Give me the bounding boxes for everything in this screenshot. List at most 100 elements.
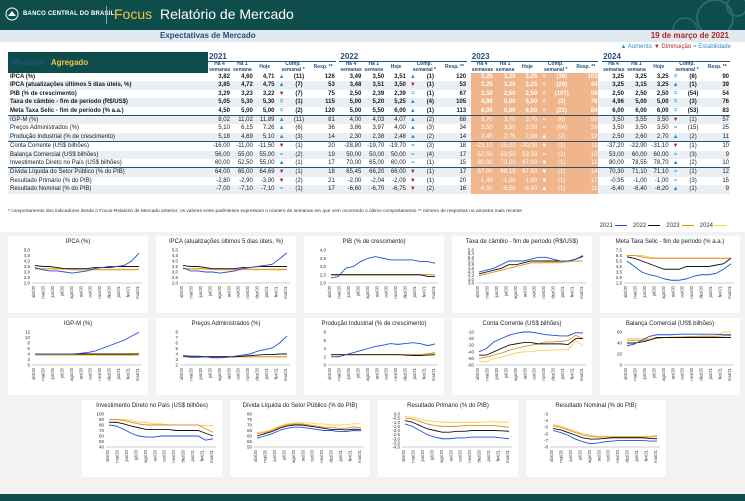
x-tick-label: dez/20 <box>329 449 334 462</box>
column-gap <box>335 115 340 125</box>
x-tick-label: jan/21 <box>708 285 713 298</box>
series-line-2022 <box>256 424 362 437</box>
y-tick-label: -2,5 <box>392 432 400 437</box>
x-tick-label: mar/21 <box>505 449 510 463</box>
series-line-2022 <box>552 428 658 440</box>
y-tick-label: -7 <box>544 438 548 443</box>
year-legend-label: 2021 <box>599 223 613 229</box>
x-tick-label: nov/20 <box>541 367 546 380</box>
series-line-2023 <box>109 419 214 433</box>
weeks-count: (3) <box>287 132 311 142</box>
x-tick-label: fev/21 <box>200 449 205 461</box>
weeks-count: (53) <box>687 107 699 114</box>
chart-title: IGP-M (%) <box>63 321 93 327</box>
col-header-today: Hoje <box>259 63 271 70</box>
x-tick-label: jul/20 <box>59 367 64 379</box>
weeks-count: (1) <box>550 185 574 194</box>
value-1-week-ago: 5,00 <box>624 98 648 107</box>
chart-title: PIB (% de crescimento) <box>342 239 406 245</box>
value-today: -11,50 <box>253 141 276 151</box>
year-legend-swatch <box>614 224 627 227</box>
year-legend-label: 2023 <box>666 223 680 229</box>
value-1-week-ago: -15,00 <box>493 141 517 151</box>
y-tick-label: 3,5 <box>24 264 31 269</box>
table-row: Meta Taxa Selic - fim de período (% a.a.… <box>8 106 730 116</box>
x-tick-label: jul/20 <box>651 367 656 379</box>
trend-icon: = <box>538 150 551 160</box>
x-tick-label: ago/20 <box>69 367 74 380</box>
responses-count: 68 <box>441 115 468 125</box>
bank-name: BANCO CENTRAL DO BRASIL <box>23 11 115 17</box>
y-tick-label: 2,5 <box>172 275 179 280</box>
trend-icon: ▲ <box>406 132 419 142</box>
chart-title: Conta Corrente (US$ bilhões) <box>482 321 562 327</box>
chart-6: IGP-M (%) 12 10 8 6 4 2 0 abr/20 mai/20 jun/20 jul/… <box>8 318 148 395</box>
trend-icon: = <box>670 107 682 116</box>
x-tick-label: nov/20 <box>393 367 398 380</box>
column-gap <box>598 115 603 125</box>
series-line-2023 <box>478 334 584 359</box>
trend-icon: = <box>670 124 682 132</box>
equal-icon: = <box>673 107 678 114</box>
x-tick-label: set/20 <box>152 449 157 461</box>
x-tick-label: jan/21 <box>560 285 565 298</box>
value-1-week-ago: 4,69 <box>230 132 254 142</box>
value-today: 3,50 <box>647 115 670 125</box>
x-tick-label: jan/21 <box>634 449 639 462</box>
weeks-count: (2) <box>287 150 311 160</box>
x-tick-label: dez/20 <box>181 449 186 462</box>
y-tick-label: 4,5 <box>24 253 31 258</box>
column-gap <box>598 185 603 194</box>
y-tick-label: -4,0 <box>392 445 400 450</box>
column-gap <box>467 141 471 151</box>
series-line-2021 <box>34 252 140 274</box>
col-header-weekly-comparison: Comp. semanal * <box>675 61 699 73</box>
equal-icon: = <box>542 99 546 106</box>
series-line-2022 <box>182 353 287 358</box>
x-tick-label: out/20 <box>606 449 611 461</box>
weeks-count: (1) <box>681 185 705 194</box>
y-tick-label: 100 <box>96 412 104 417</box>
column-gap <box>467 98 471 107</box>
x-tick-label: dez/20 <box>477 449 482 462</box>
value-1-week-ago: -1,50 <box>493 176 517 186</box>
equal-icon: = <box>279 151 284 158</box>
series-line-2022 <box>34 264 139 270</box>
x-tick-label: set/20 <box>300 449 305 461</box>
trend-icon: = <box>538 98 551 107</box>
x-tick-label: abr/20 <box>31 285 36 298</box>
y-tick-label: 90 <box>99 417 105 422</box>
value-4-weeks-ago: 2,50 <box>470 89 494 99</box>
value-4-weeks-ago: 2,30 <box>339 132 363 142</box>
trend-icon: ▼ <box>406 81 419 90</box>
chart-title: Investimento Direto no País (US$ bilhões… <box>96 403 208 409</box>
column-gap <box>335 167 340 177</box>
responses-count: 12 <box>573 132 599 142</box>
y-tick-label: 8 <box>323 330 326 335</box>
x-tick-label: fev/21 <box>126 367 131 379</box>
value-4-weeks-ago: 3,25 <box>470 73 494 82</box>
value-today: 4,07 <box>385 115 407 125</box>
equal-icon: = <box>542 90 546 97</box>
y-tick-label: 2 <box>27 357 30 362</box>
value-1-week-ago: 3,25 <box>493 81 517 90</box>
x-tick-label: jan/21 <box>116 285 121 298</box>
col-header-today: Hoje <box>390 63 402 70</box>
table-row: IPCA (%) 3,82 4,60 4,71 ▲ (11) 126 3,49 3,50 3,51… <box>8 73 730 82</box>
x-tick-label: mai/20 <box>632 285 637 298</box>
y-tick-label: 70 <box>99 428 105 433</box>
series-line-2022 <box>479 337 584 356</box>
x-tick-label: mar/21 <box>135 285 140 299</box>
chart-11: Investimento Direto no País (US$ bilhões… <box>82 400 222 477</box>
responses-count: 26 <box>573 124 599 133</box>
x-tick-label: abr/20 <box>401 449 406 462</box>
x-tick-label: jun/20 <box>420 449 425 462</box>
x-tick-label: fev/21 <box>422 285 427 297</box>
weeks-count: (29) <box>550 81 574 90</box>
y-tick-label: 5,4 <box>468 251 475 256</box>
row-label: Meta Taxa Selic - fim de período (% a.a.… <box>10 107 124 114</box>
weeks-count: (2) <box>550 150 574 160</box>
y-tick-label: 3,5 <box>616 270 623 275</box>
equal-icon: = <box>411 160 415 167</box>
